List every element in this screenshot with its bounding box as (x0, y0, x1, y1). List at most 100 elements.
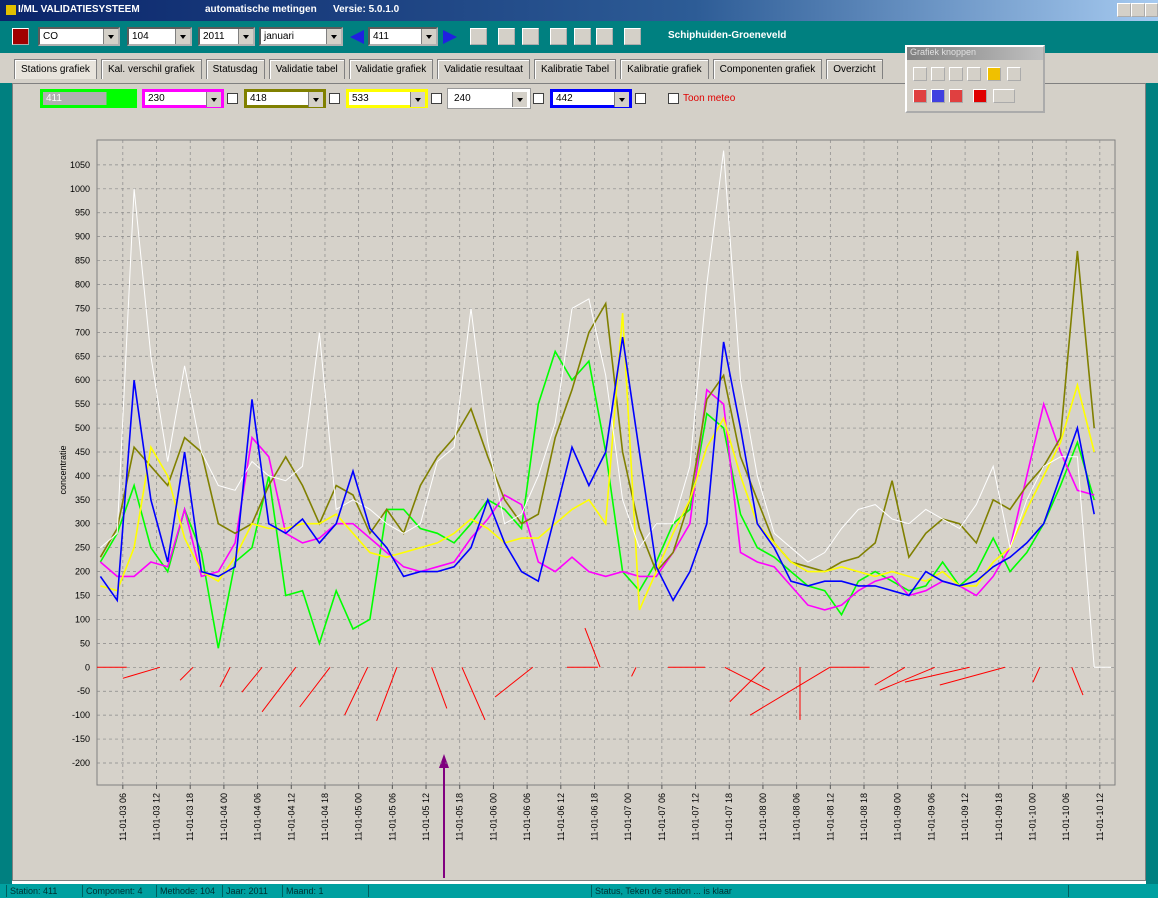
series-checkbox[interactable] (329, 93, 340, 104)
tool-button[interactable] (967, 67, 981, 81)
component-select[interactable]: CO (38, 27, 120, 46)
series-checkbox[interactable] (635, 93, 646, 104)
station-select[interactable]: 411 (368, 27, 438, 46)
restore-button[interactable] (1131, 3, 1145, 17)
y-tick-label: 1000 (70, 184, 90, 194)
wind-arrow (724, 666, 770, 691)
x-tick-label: 11-01-04 06 (253, 793, 263, 841)
y-tick-label: 750 (75, 303, 90, 313)
station-selector[interactable]: 411 (40, 89, 137, 108)
y-tick-label: 700 (75, 327, 90, 337)
app-subtitle: automatische metingen (205, 4, 317, 15)
x-tick-label: 11-01-05 00 (354, 793, 364, 841)
wind-arrow (584, 627, 601, 668)
plot-area (96, 139, 1116, 786)
tool-button[interactable] (973, 89, 987, 103)
station-selector[interactable]: 442 (550, 89, 632, 108)
tab[interactable]: Stations grafiek (14, 59, 97, 79)
x-tick-label: 11-01-05 06 (387, 793, 397, 841)
legend-label: 442 (556, 93, 573, 104)
minimize-button[interactable] (1117, 3, 1131, 17)
x-tick-label: 11-01-05 12 (421, 793, 431, 841)
x-tick-label: 11-01-08 12 (825, 793, 835, 841)
tool-button[interactable] (931, 67, 945, 81)
y-tick-label: -200 (72, 758, 90, 768)
y-tick-label: 50 (80, 638, 90, 648)
tab[interactable]: Validatie tabel (268, 59, 345, 79)
tool-button[interactable] (1007, 67, 1021, 81)
status-separator (1068, 885, 1069, 897)
tab[interactable]: Validatie resultaat (437, 59, 530, 79)
tool-button[interactable] (949, 67, 963, 81)
series-line (99, 349, 1095, 649)
tool-button[interactable] (574, 28, 591, 45)
wind-arrow (904, 666, 970, 683)
exit-button[interactable] (12, 28, 29, 45)
station-selector[interactable]: 533 (346, 89, 428, 108)
tool-button[interactable] (949, 89, 963, 103)
frame-edge (0, 83, 12, 884)
tab[interactable]: Kalibratie grafiek (620, 59, 709, 79)
x-tick-label: 11-01-04 12 (286, 793, 296, 841)
y-tick-label: 100 (75, 614, 90, 624)
series-line (99, 388, 1095, 611)
tab[interactable]: Validatie grafiek (348, 59, 434, 79)
x-tick-label: 11-01-08 06 (792, 793, 802, 841)
series-checkbox[interactable] (533, 93, 544, 104)
station-selector[interactable]: 230 (142, 89, 224, 108)
station-selector[interactable]: 418 (244, 89, 326, 108)
tool-button[interactable] (913, 67, 927, 81)
tab[interactable]: Statusdag (205, 59, 265, 79)
y-tick-label: 650 (75, 351, 90, 361)
x-tick-label: 11-01-07 18 (724, 793, 734, 841)
x-tick-label: 11-01-08 00 (758, 793, 768, 841)
component-value: CO (43, 31, 58, 42)
dropdown-button (614, 92, 629, 107)
tool-button[interactable] (624, 28, 641, 45)
series-checkbox[interactable] (431, 93, 442, 104)
tool-button[interactable] (550, 28, 567, 45)
x-tick-label: 11-01-09 06 (926, 793, 936, 841)
year-value: 2011 (203, 31, 225, 42)
tool-button[interactable] (470, 28, 487, 45)
tab[interactable]: Componenten grafiek (712, 59, 823, 79)
tool-button[interactable] (596, 28, 613, 45)
app-version: Versie: 5.0.1.0 (333, 4, 400, 15)
x-tick-label: 11-01-07 00 (623, 793, 633, 841)
series-checkbox[interactable] (227, 93, 238, 104)
legend-label: 533 (352, 93, 369, 104)
station-selector[interactable]: 240 (447, 88, 531, 109)
tool-button[interactable] (987, 67, 1001, 81)
legend-label: 418 (250, 93, 267, 104)
tool-button[interactable] (498, 28, 515, 45)
x-tick-label: 11-01-06 06 (522, 793, 532, 841)
tool-button[interactable] (522, 28, 539, 45)
wind-arrow (122, 666, 161, 679)
meteo-checkbox[interactable] (668, 93, 679, 104)
status-field: Methode: 104 (160, 886, 216, 896)
tool-button[interactable] (931, 89, 945, 103)
tool-button[interactable] (913, 89, 927, 103)
app-title: I/ML VALIDATIESYSTEEM (18, 4, 140, 15)
month-value: januari (264, 31, 295, 42)
next-station-button[interactable] (441, 28, 459, 46)
previous-station-button[interactable] (348, 28, 366, 46)
y-tick-label: 400 (75, 471, 90, 481)
year-select[interactable]: 2011 (198, 27, 255, 46)
tab[interactable]: Kalibratie Tabel (533, 59, 617, 79)
y-tick-label: 900 (75, 232, 90, 242)
y-tick-label: 850 (75, 256, 90, 266)
wind-arrow (939, 666, 1006, 686)
tool-button[interactable] (993, 89, 1015, 103)
wind-arrow (179, 666, 194, 681)
series-line (99, 336, 1095, 603)
status-separator (282, 885, 283, 897)
tab[interactable]: Kal. verschil grafiek (100, 59, 202, 79)
method-select[interactable]: 104 (127, 27, 192, 46)
dropdown-button (308, 92, 323, 107)
tab[interactable]: Overzicht (826, 59, 883, 79)
wind-arrow (376, 667, 398, 722)
wind-arrow (461, 667, 486, 721)
y-tick-label: 350 (75, 495, 90, 505)
month-select[interactable]: januari (259, 27, 343, 46)
